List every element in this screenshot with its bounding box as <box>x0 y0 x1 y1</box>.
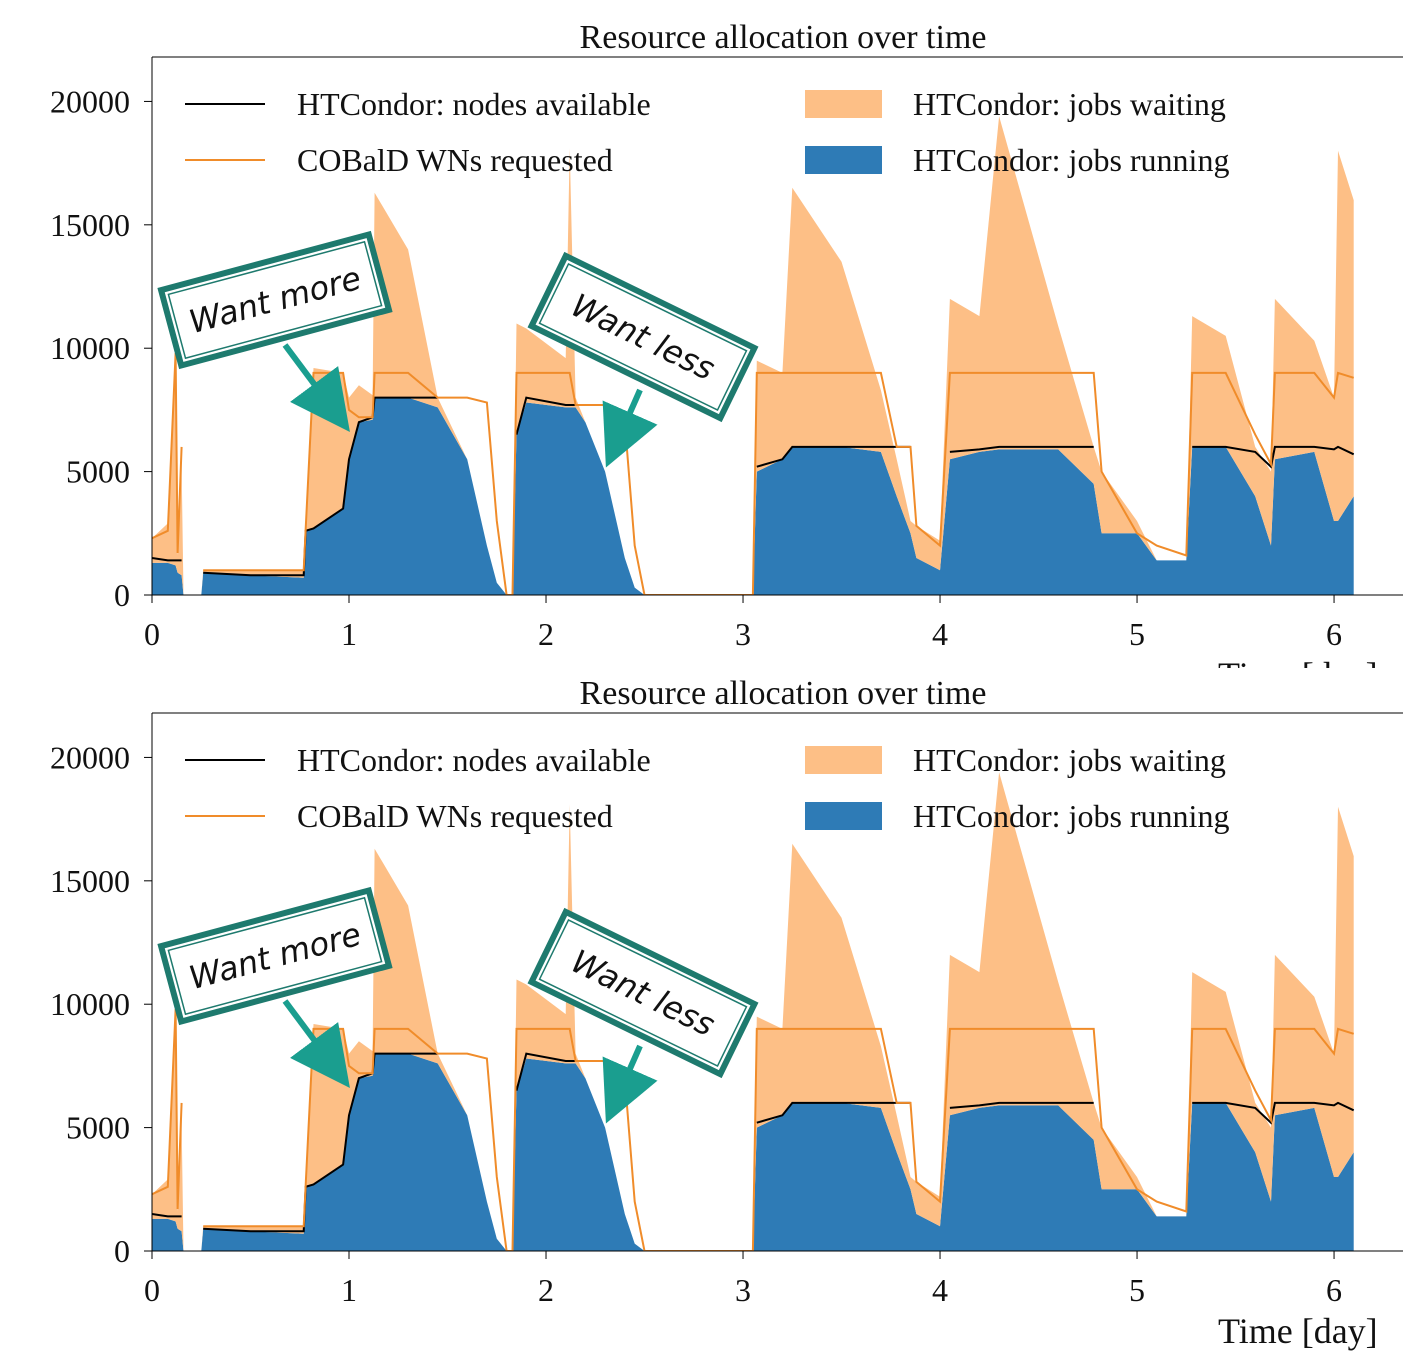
chart-title: Resource allocation over time <box>580 675 987 712</box>
x-tick-label: 1 <box>341 616 357 652</box>
y-tick-label: 10000 <box>50 330 130 366</box>
page: {"chart_data": [ {"type": "area", "title… <box>0 0 1403 1352</box>
chart: 0 5000 10000 15000 20000 0 1 2 3 4 5 6 Resource allo… <box>0 668 1403 1352</box>
x-tick-label: 5 <box>1129 1272 1145 1308</box>
y-tick-label: 20000 <box>50 739 130 775</box>
annotation: Want more <box>161 235 389 366</box>
x-tick-label: 0 <box>144 616 160 652</box>
x-tick-label: 4 <box>932 616 948 652</box>
y-tick-label: 10000 <box>50 986 130 1022</box>
chart-title: Resource allocation over time <box>580 19 987 56</box>
x-axis-label: Time [day] <box>1218 1311 1378 1351</box>
x-tick-label: 1 <box>341 1272 357 1308</box>
chart: 0 5000 10000 15000 20000 0 1 2 3 4 5 6 Resource allo… <box>50 19 1403 695</box>
y-tick-label: 5000 <box>66 1110 130 1146</box>
y-tick-label: 20000 <box>50 83 130 119</box>
x-tick-label: 5 <box>1129 616 1145 652</box>
y-tick-label: 5000 <box>66 454 130 490</box>
legend-label: COBalD WNs requested <box>297 798 613 834</box>
x-tick-label: 3 <box>735 1272 751 1308</box>
x-tick-label: 2 <box>538 616 554 652</box>
x-tick-label: 6 <box>1326 616 1342 652</box>
annotation-arrow <box>618 390 640 440</box>
figure: 050001000015000200000123456Resource allo… <box>0 0 1403 1352</box>
x-tick-label: 3 <box>735 616 751 652</box>
legend-label: HTCondor: jobs waiting <box>913 742 1226 778</box>
x-tick-label: 4 <box>932 1272 948 1308</box>
x-tick-label: 0 <box>144 1272 160 1308</box>
x-tick-label: 2 <box>538 1272 554 1308</box>
y-tick-label: 15000 <box>50 207 130 243</box>
legend-label: HTCondor: nodes available <box>297 742 651 778</box>
legend-label: HTCondor: nodes available <box>297 86 651 122</box>
y-tick-label: 0 <box>114 577 130 613</box>
legend-label: HTCondor: jobs running <box>913 798 1229 834</box>
y-tick-label: 0 <box>114 1233 130 1269</box>
x-tick-label: 6 <box>1326 1272 1342 1308</box>
legend-label: HTCondor: jobs running <box>913 142 1229 178</box>
legend-label: COBalD WNs requested <box>297 142 613 178</box>
legend-swatch <box>805 146 882 174</box>
legend-label: HTCondor: jobs waiting <box>913 86 1226 122</box>
legend-swatch <box>805 746 882 774</box>
y-tick-label: 15000 <box>50 863 130 899</box>
legend-swatch <box>805 90 882 118</box>
legend-swatch <box>805 802 882 830</box>
